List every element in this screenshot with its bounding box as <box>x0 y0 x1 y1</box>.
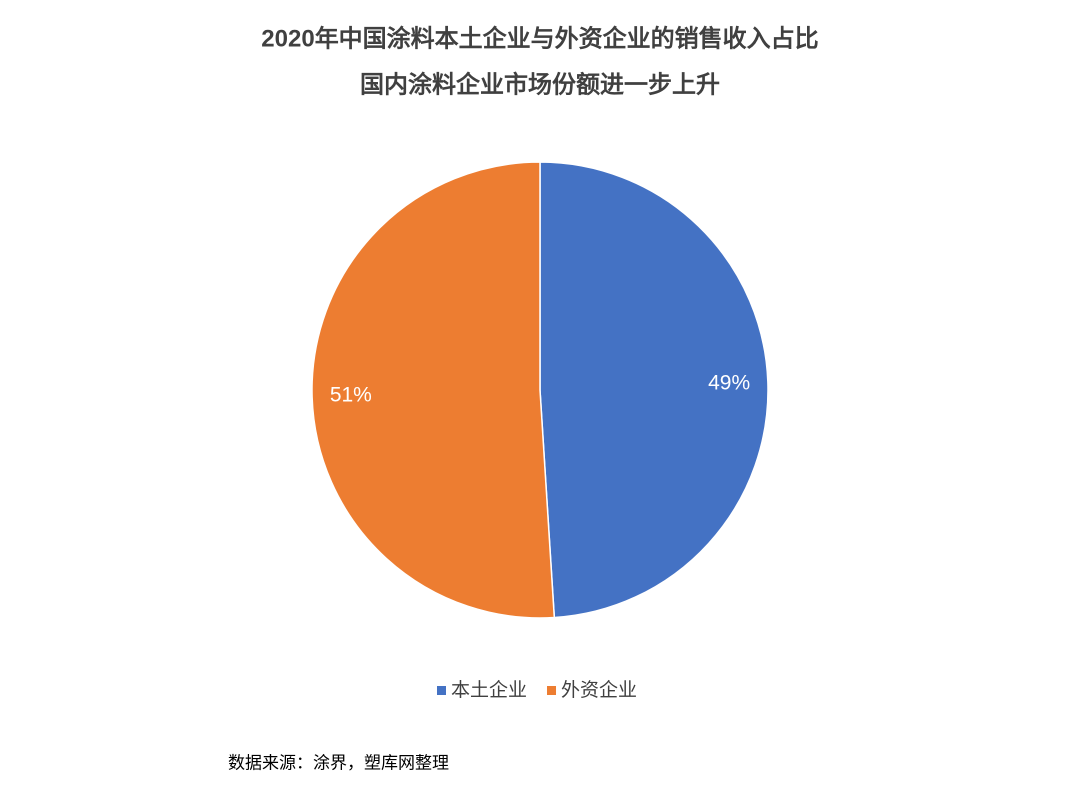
legend-label: 外资企业 <box>561 679 637 701</box>
legend-label: 本土企业 <box>451 679 527 701</box>
chart-subtitle: 国内涂料企业市场份额进一步上升 <box>360 70 720 98</box>
legend-swatch <box>437 686 446 695</box>
source-note: 数据来源：涂界，塑库网整理 <box>228 753 449 772</box>
legend: 本土企业 外资企业 <box>437 679 637 701</box>
pie-slice <box>311 161 556 619</box>
data-label: 51% <box>330 383 372 406</box>
pie-slice <box>539 161 769 619</box>
chart-title: 2020年中国涂料本土企业与外资企业的销售收入占比 <box>261 24 818 52</box>
data-label: 49% <box>708 372 750 395</box>
legend-swatch <box>547 686 557 695</box>
pie: 49% 51% <box>311 161 769 619</box>
